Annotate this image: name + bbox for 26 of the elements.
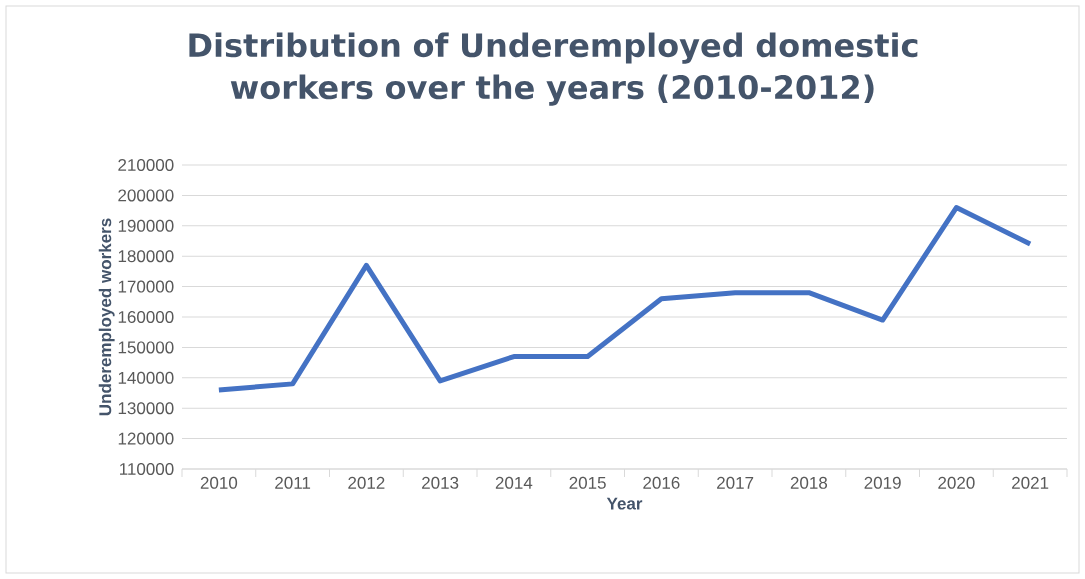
x-tick-label: 2012 (348, 476, 385, 489)
y-tick-label: 110000 (120, 462, 174, 476)
y-tick-label: 170000 (118, 280, 174, 293)
x-tick-label: 2013 (422, 476, 459, 489)
y-tick-label: 180000 (118, 250, 174, 263)
x-tick-label: 2011 (275, 476, 311, 489)
y-tick-label: 160000 (118, 310, 174, 324)
x-tick-label: 2016 (643, 476, 680, 489)
x-tick-label: 2017 (717, 476, 754, 489)
x-tick-label: 2015 (569, 476, 606, 489)
x-tick-label: 2018 (790, 476, 828, 489)
y-axis-title: Underemployed workers (98, 218, 115, 416)
y-tick-label: 140000 (118, 371, 174, 384)
y-tick-label: 150000 (118, 341, 174, 354)
y-tick-label: 190000 (118, 219, 174, 232)
y-tick-label: 120000 (118, 432, 174, 445)
x-tick-label: 2010 (200, 476, 238, 489)
y-tick-label: 200000 (118, 189, 174, 202)
x-tick-label: 2021 (1012, 476, 1049, 489)
y-tick-label: 210000 (118, 158, 174, 172)
x-tick-label: 2020 (938, 476, 975, 489)
chart-title: Distribution of Underemployed domestic workers over the years (2010-2012) (189, 32, 918, 106)
x-axis-title: Year (606, 497, 643, 510)
x-tick-label: 2014 (495, 476, 533, 489)
y-tick-label: 130000 (118, 402, 174, 415)
x-tick-label: 2019 (864, 476, 901, 489)
